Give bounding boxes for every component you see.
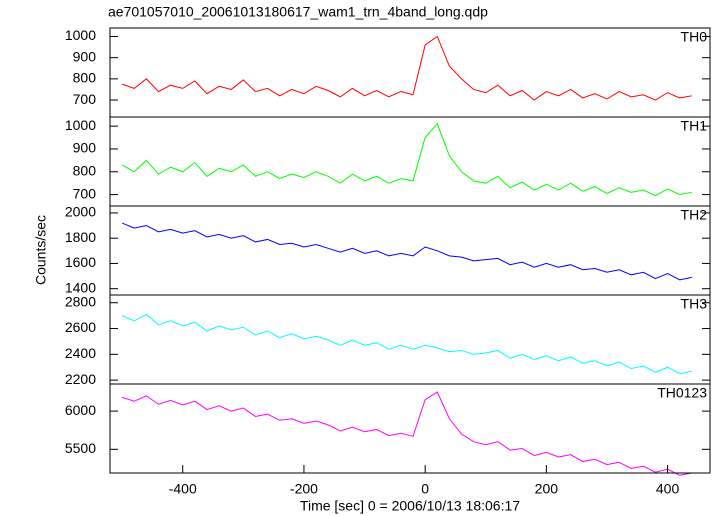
y-tick-label: 2200 (65, 371, 96, 387)
x-tick-label: 400 (656, 481, 680, 497)
y-tick-label: 1600 (65, 254, 96, 270)
y-tick-label: 700 (73, 91, 97, 107)
series-line (121, 222, 692, 281)
y-tick-label: 800 (73, 162, 97, 178)
panel-label: TH3 (681, 296, 708, 312)
y-tick-label: 1000 (65, 27, 96, 43)
y-axis-label: Counts/sec (33, 215, 49, 285)
series-line (121, 391, 692, 476)
y-tick-label: 2800 (65, 293, 96, 309)
y-tick-label: 2600 (65, 319, 96, 335)
y-tick-label: 1000 (65, 117, 96, 133)
panel-label: TH0123 (657, 385, 707, 401)
y-tick-label: 1400 (65, 279, 96, 295)
y-tick-label: 6000 (65, 402, 96, 418)
panel-label: TH1 (681, 118, 708, 134)
y-tick-label: 700 (73, 185, 97, 201)
panel-label: TH2 (681, 207, 708, 223)
y-tick-label: 1800 (65, 229, 96, 245)
panel-frame (109, 383, 711, 474)
x-tick-label: 0 (421, 481, 429, 497)
y-tick-label: 2400 (65, 345, 96, 361)
series-line (121, 35, 692, 101)
series-line (121, 122, 692, 197)
x-tick-label: -400 (169, 481, 197, 497)
y-tick-label: 800 (73, 70, 97, 86)
panel-label: TH0 (681, 29, 708, 45)
x-tick-label: 200 (535, 481, 559, 497)
chart-title: ae701057010_20061013180617_wam1_trn_4ban… (108, 4, 488, 20)
y-tick-label: 2000 (65, 204, 96, 220)
x-axis-label: Time [sec] 0 = 2006/10/13 18:06:17 (300, 498, 520, 514)
series-line (121, 313, 692, 375)
y-tick-label: 5500 (65, 440, 96, 456)
x-tick-label: -200 (290, 481, 318, 497)
y-tick-label: 900 (73, 48, 97, 64)
y-tick-label: 900 (73, 140, 97, 156)
